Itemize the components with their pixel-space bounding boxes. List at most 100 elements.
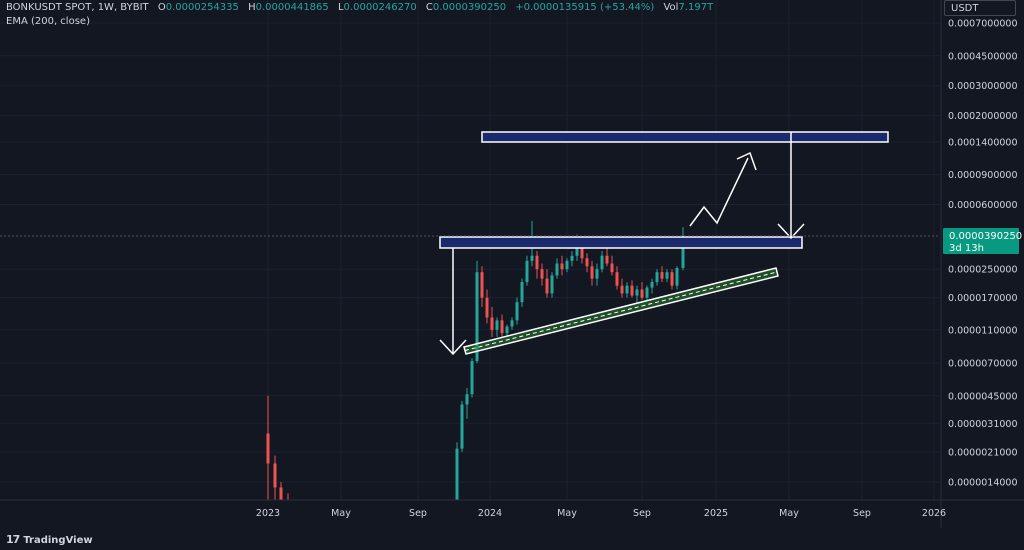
candle-body[interactable] xyxy=(625,285,629,294)
candle-body[interactable] xyxy=(560,263,564,270)
candle-body[interactable] xyxy=(681,236,685,268)
candle-body[interactable] xyxy=(640,289,644,298)
footer: 17 TradingView xyxy=(0,528,1024,550)
candle-body[interactable] xyxy=(650,282,654,288)
tradingview-logo-text: TradingView xyxy=(23,535,93,546)
time-tick-label: 2023 xyxy=(256,508,280,519)
candle-body[interactable] xyxy=(670,272,674,286)
low-value: 0.0000246270 xyxy=(343,2,417,13)
candle-body[interactable] xyxy=(605,255,609,264)
candle-body[interactable] xyxy=(655,272,659,283)
measured-move-arrow-right[interactable] xyxy=(777,132,805,240)
candle-body[interactable] xyxy=(480,272,484,298)
price-tag: 0.0000390250 3d 13h xyxy=(943,228,1022,254)
high-value: 0.0000441865 xyxy=(255,2,329,13)
candle-body[interactable] xyxy=(505,326,509,334)
price-chart[interactable]: 0.0007000000 0.0004500000 0.0003000000 0.00… xyxy=(0,0,1024,528)
candle-body[interactable] xyxy=(665,272,669,279)
price-tick-label: 0.0000600000 xyxy=(948,200,1018,211)
candle-body[interactable] xyxy=(635,289,639,296)
high-label: H xyxy=(248,2,256,13)
target-zone[interactable] xyxy=(481,131,889,143)
volume-value: 7.197T xyxy=(678,2,714,13)
candle-body[interactable] xyxy=(555,263,559,276)
tradingview-logo-icon: 17 xyxy=(6,533,20,546)
projected-path-arrow[interactable] xyxy=(689,151,757,227)
candle-body[interactable] xyxy=(266,433,270,464)
candle-body[interactable] xyxy=(470,361,474,395)
candle-body[interactable] xyxy=(485,297,489,318)
candle-body[interactable] xyxy=(455,448,459,500)
support-trendline[interactable] xyxy=(463,267,779,355)
candle-body[interactable] xyxy=(585,258,589,267)
candle-body[interactable] xyxy=(615,272,619,286)
time-axis[interactable]: 2023 May Sep 2024 May Sep 2025 May Sep 2026 xyxy=(0,499,1024,519)
change-value: +0.0000135915 (+53.44%) xyxy=(515,2,655,13)
candles xyxy=(266,221,685,500)
candle-body[interactable] xyxy=(460,404,464,449)
candle-body[interactable] xyxy=(475,272,479,362)
candle-body[interactable] xyxy=(490,317,494,330)
candle-body[interactable] xyxy=(620,285,624,294)
symbol-label[interactable]: BONKUSDT SPOT, 1W, BYBIT xyxy=(6,2,149,13)
candle-body[interactable] xyxy=(525,260,529,283)
price-tick-label: 0.0000070000 xyxy=(948,359,1018,370)
time-tick-label: May xyxy=(779,508,799,519)
candle-body[interactable] xyxy=(600,255,604,270)
price-tag-value: 0.0000390250 xyxy=(949,231,1022,242)
time-tick-label: Sep xyxy=(409,508,427,519)
candle-body[interactable] xyxy=(590,266,594,279)
time-tick-label: 2024 xyxy=(478,508,502,519)
drawings xyxy=(439,131,889,356)
ohlc-legend: BONKUSDT SPOT, 1W, BYBIT O0.0000254335 H… xyxy=(6,2,719,13)
candle-body[interactable] xyxy=(510,320,514,327)
candle-body[interactable] xyxy=(580,246,584,259)
open-label: O xyxy=(157,2,166,13)
resistance-zone[interactable] xyxy=(439,236,803,249)
candle-body[interactable] xyxy=(595,269,599,279)
candle-body[interactable] xyxy=(535,255,539,270)
close-label: C xyxy=(425,2,433,13)
currency-selector[interactable]: USDT xyxy=(944,0,1016,16)
time-tick-label: 2026 xyxy=(922,508,946,519)
price-tick-label: 0.0003000000 xyxy=(948,81,1018,92)
candle-body[interactable] xyxy=(610,263,614,273)
candle-body[interactable] xyxy=(495,320,499,330)
time-tick-label: 2025 xyxy=(704,508,728,519)
candle-body[interactable] xyxy=(550,275,554,294)
price-axis[interactable]: 0.0007000000 0.0004500000 0.0003000000 0.00… xyxy=(948,19,1018,489)
gridlines xyxy=(0,0,940,500)
price-tick-label: 0.0000170000 xyxy=(948,293,1018,304)
candle-body[interactable] xyxy=(279,487,283,500)
candle-body[interactable] xyxy=(520,282,524,303)
price-tick-label: 0.0000021000 xyxy=(948,448,1018,459)
price-tick-label: 0.0002000000 xyxy=(948,111,1018,122)
candle-body[interactable] xyxy=(575,246,579,256)
time-tick-label: May xyxy=(557,508,577,519)
low-label: L xyxy=(337,2,344,13)
candle-body[interactable] xyxy=(660,272,664,279)
candle-body[interactable] xyxy=(540,269,544,279)
candle-body[interactable] xyxy=(645,287,649,298)
price-tick-label: 0.0000900000 xyxy=(948,170,1018,181)
candle-body[interactable] xyxy=(545,278,549,294)
candle-body[interactable] xyxy=(500,320,504,334)
candle-body[interactable] xyxy=(273,463,277,488)
price-tag-countdown: 3d 13h xyxy=(949,243,984,254)
price-tick-label: 0.0000250000 xyxy=(948,265,1018,276)
candle-body[interactable] xyxy=(515,302,519,321)
tradingview-logo[interactable]: 17 TradingView xyxy=(6,533,93,546)
candle-body[interactable] xyxy=(630,285,634,296)
price-tick-label: 0.0000045000 xyxy=(948,391,1018,402)
candle-body[interactable] xyxy=(570,255,574,261)
measured-move-arrow-left[interactable] xyxy=(439,248,467,356)
candle-body[interactable] xyxy=(465,394,469,405)
candle-body[interactable] xyxy=(675,268,679,286)
candle-body[interactable] xyxy=(565,260,569,270)
price-tick-label: 0.0001400000 xyxy=(948,138,1018,149)
candle-body[interactable] xyxy=(530,255,534,261)
price-tick-label: 0.0004500000 xyxy=(948,51,1018,62)
time-tick-label: May xyxy=(331,508,351,519)
ema-indicator-label[interactable]: EMA (200, close) xyxy=(6,16,90,27)
